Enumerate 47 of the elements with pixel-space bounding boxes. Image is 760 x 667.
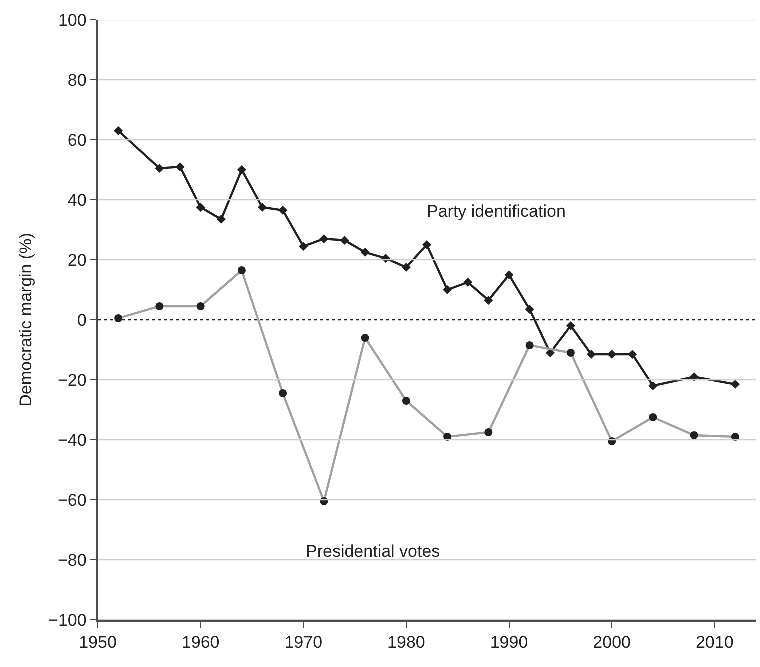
point bbox=[464, 278, 473, 288]
x-tick-label: 1980 bbox=[388, 633, 426, 652]
y-tick-label: −40 bbox=[58, 430, 87, 450]
y-tick-label: 40 bbox=[68, 190, 87, 210]
x-tick-label: 2000 bbox=[593, 633, 631, 652]
text: Presidential votes bbox=[306, 542, 440, 561]
y-tick-label: −80 bbox=[58, 550, 87, 570]
y-tick-label: −20 bbox=[58, 370, 87, 390]
point bbox=[258, 202, 268, 212]
point bbox=[608, 350, 617, 360]
point bbox=[566, 321, 576, 331]
y-tick-label: 80 bbox=[68, 70, 87, 90]
point bbox=[216, 214, 226, 224]
x-tick-label: 1970 bbox=[284, 633, 323, 652]
y-tick-label: 100 bbox=[58, 10, 87, 30]
x-tick-label: 1950 bbox=[79, 633, 117, 652]
point bbox=[237, 165, 246, 175]
x-tick-label: 1990 bbox=[490, 633, 528, 652]
point bbox=[422, 240, 432, 250]
x-tick-label: 2010 bbox=[696, 633, 734, 652]
point bbox=[340, 236, 350, 246]
point bbox=[586, 350, 596, 360]
point bbox=[360, 248, 370, 258]
point bbox=[504, 270, 514, 280]
y-axis-title: Democratic margin (%) bbox=[16, 233, 36, 407]
point bbox=[648, 381, 658, 391]
point bbox=[320, 234, 329, 244]
point bbox=[628, 350, 638, 360]
point bbox=[155, 164, 164, 174]
y-tick-label: −100 bbox=[48, 610, 87, 630]
point bbox=[176, 162, 185, 172]
point bbox=[525, 304, 534, 314]
y-tick-label: 0 bbox=[77, 310, 87, 330]
y-tick-label: −60 bbox=[58, 490, 87, 510]
point bbox=[402, 262, 411, 272]
series-label: Party identification bbox=[427, 202, 566, 221]
y-tick-label: 60 bbox=[68, 130, 87, 150]
point bbox=[443, 285, 452, 295]
point bbox=[278, 206, 288, 216]
point bbox=[196, 202, 206, 212]
point bbox=[484, 296, 494, 306]
point bbox=[114, 126, 124, 136]
point bbox=[690, 372, 699, 382]
x-tick-label: 1960 bbox=[182, 633, 220, 652]
y-tick-label: 20 bbox=[68, 250, 87, 270]
point bbox=[299, 242, 308, 252]
point bbox=[730, 380, 740, 390]
